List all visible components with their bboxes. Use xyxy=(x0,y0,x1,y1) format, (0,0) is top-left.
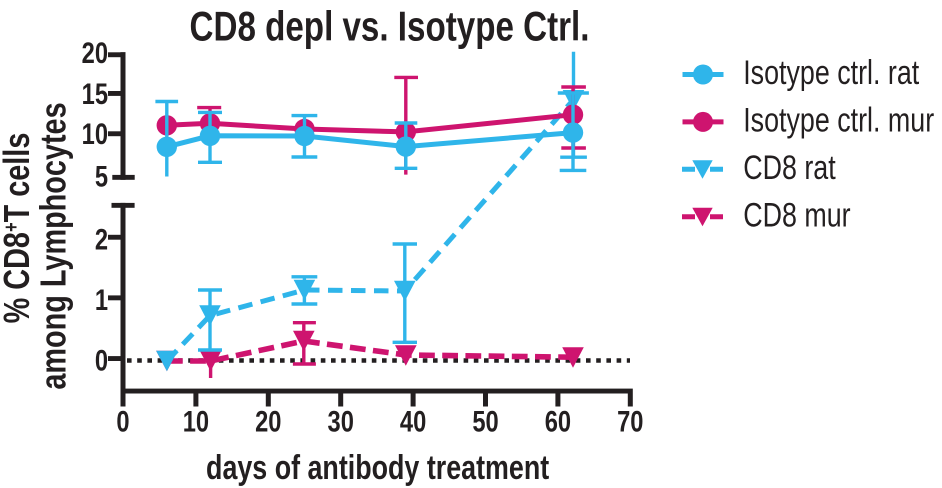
svg-text:30: 30 xyxy=(328,405,354,438)
svg-text:20: 20 xyxy=(255,405,281,438)
svg-text:5: 5 xyxy=(95,160,108,193)
svg-text:CD8 mur: CD8 mur xyxy=(743,197,850,235)
svg-text:0: 0 xyxy=(116,405,129,438)
svg-text:60: 60 xyxy=(545,405,571,438)
svg-text:CD8 depl vs. Isotype Ctrl.: CD8 depl vs. Isotype Ctrl. xyxy=(190,4,590,51)
svg-text:10: 10 xyxy=(183,405,209,438)
svg-text:40: 40 xyxy=(400,405,426,438)
svg-text:50: 50 xyxy=(472,405,498,438)
svg-text:Isotype ctrl. rat: Isotype ctrl. rat xyxy=(743,54,919,92)
svg-text:10: 10 xyxy=(82,117,108,150)
svg-text:70: 70 xyxy=(617,405,643,438)
svg-text:CD8 rat: CD8 rat xyxy=(743,149,836,187)
svg-text:20: 20 xyxy=(82,37,108,70)
svg-text:2: 2 xyxy=(95,223,108,256)
svg-text:days of antibody treatment: days of antibody treatment xyxy=(206,449,549,487)
svg-text:0: 0 xyxy=(95,344,108,377)
svg-text:1: 1 xyxy=(95,283,108,316)
svg-text:Isotype ctrl. mur: Isotype ctrl. mur xyxy=(743,101,934,139)
svg-text:15: 15 xyxy=(82,77,108,110)
svg-text:among Lymphocytes: among Lymphocytes xyxy=(32,102,73,389)
